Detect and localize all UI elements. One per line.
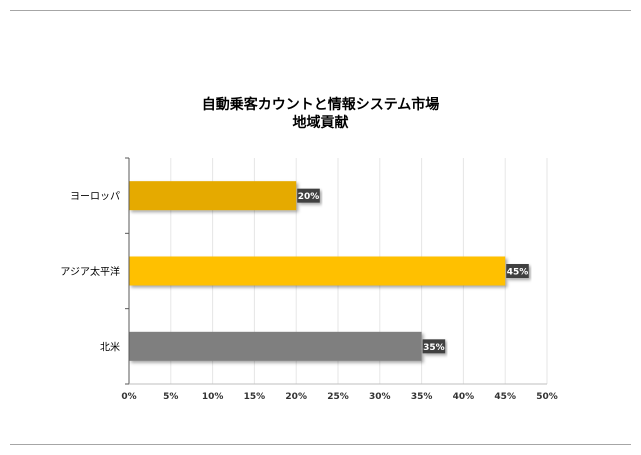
bottom-divider bbox=[10, 444, 631, 445]
chart-title: 自動乗客カウントと情報システム市場 bbox=[201, 97, 440, 113]
x-tick-label-0: 0% bbox=[121, 392, 136, 402]
x-tick-label-20: 20% bbox=[285, 392, 307, 402]
bar-1 bbox=[129, 256, 506, 286]
x-tick-label-45: 45% bbox=[494, 392, 516, 402]
bar-2 bbox=[129, 331, 422, 361]
x-tick-label-40: 40% bbox=[453, 392, 475, 402]
x-tick-label-50: 50% bbox=[536, 392, 558, 402]
data-label-box-1 bbox=[506, 264, 529, 278]
x-tick-label-30: 30% bbox=[369, 392, 391, 402]
x-tick-label-5: 5% bbox=[163, 392, 178, 402]
x-tick-label-10: 10% bbox=[202, 392, 224, 402]
data-label-box-2 bbox=[422, 339, 446, 354]
top-divider bbox=[10, 10, 631, 11]
category-label-1: アジア太平洋 bbox=[60, 265, 120, 278]
category-label-0: ヨーロッパ bbox=[70, 191, 120, 203]
data-label-2: 35% bbox=[423, 343, 445, 353]
x-tick-label-25: 25% bbox=[327, 392, 349, 402]
bars bbox=[129, 181, 506, 361]
bar-0 bbox=[129, 181, 297, 211]
data-label-1: 45% bbox=[507, 268, 529, 278]
chart-subtitle: 地域貢献 bbox=[292, 115, 349, 131]
labels: 0% 5% 10% 15% 20% 25% 30% 35% 40% 45% 50% ヨーロッパ 20% ア… bbox=[60, 188, 558, 402]
data-label-box-0 bbox=[297, 188, 320, 203]
axes bbox=[125, 157, 547, 385]
category-label-2: 北米 bbox=[100, 340, 120, 353]
chart-title-block: 自動乗客カウントと情報システム市場 地域貢献 bbox=[0, 96, 641, 132]
x-tick-label-35: 35% bbox=[411, 392, 433, 402]
data-label-0: 20% bbox=[298, 192, 320, 202]
x-tick-label-15: 15% bbox=[244, 392, 266, 402]
